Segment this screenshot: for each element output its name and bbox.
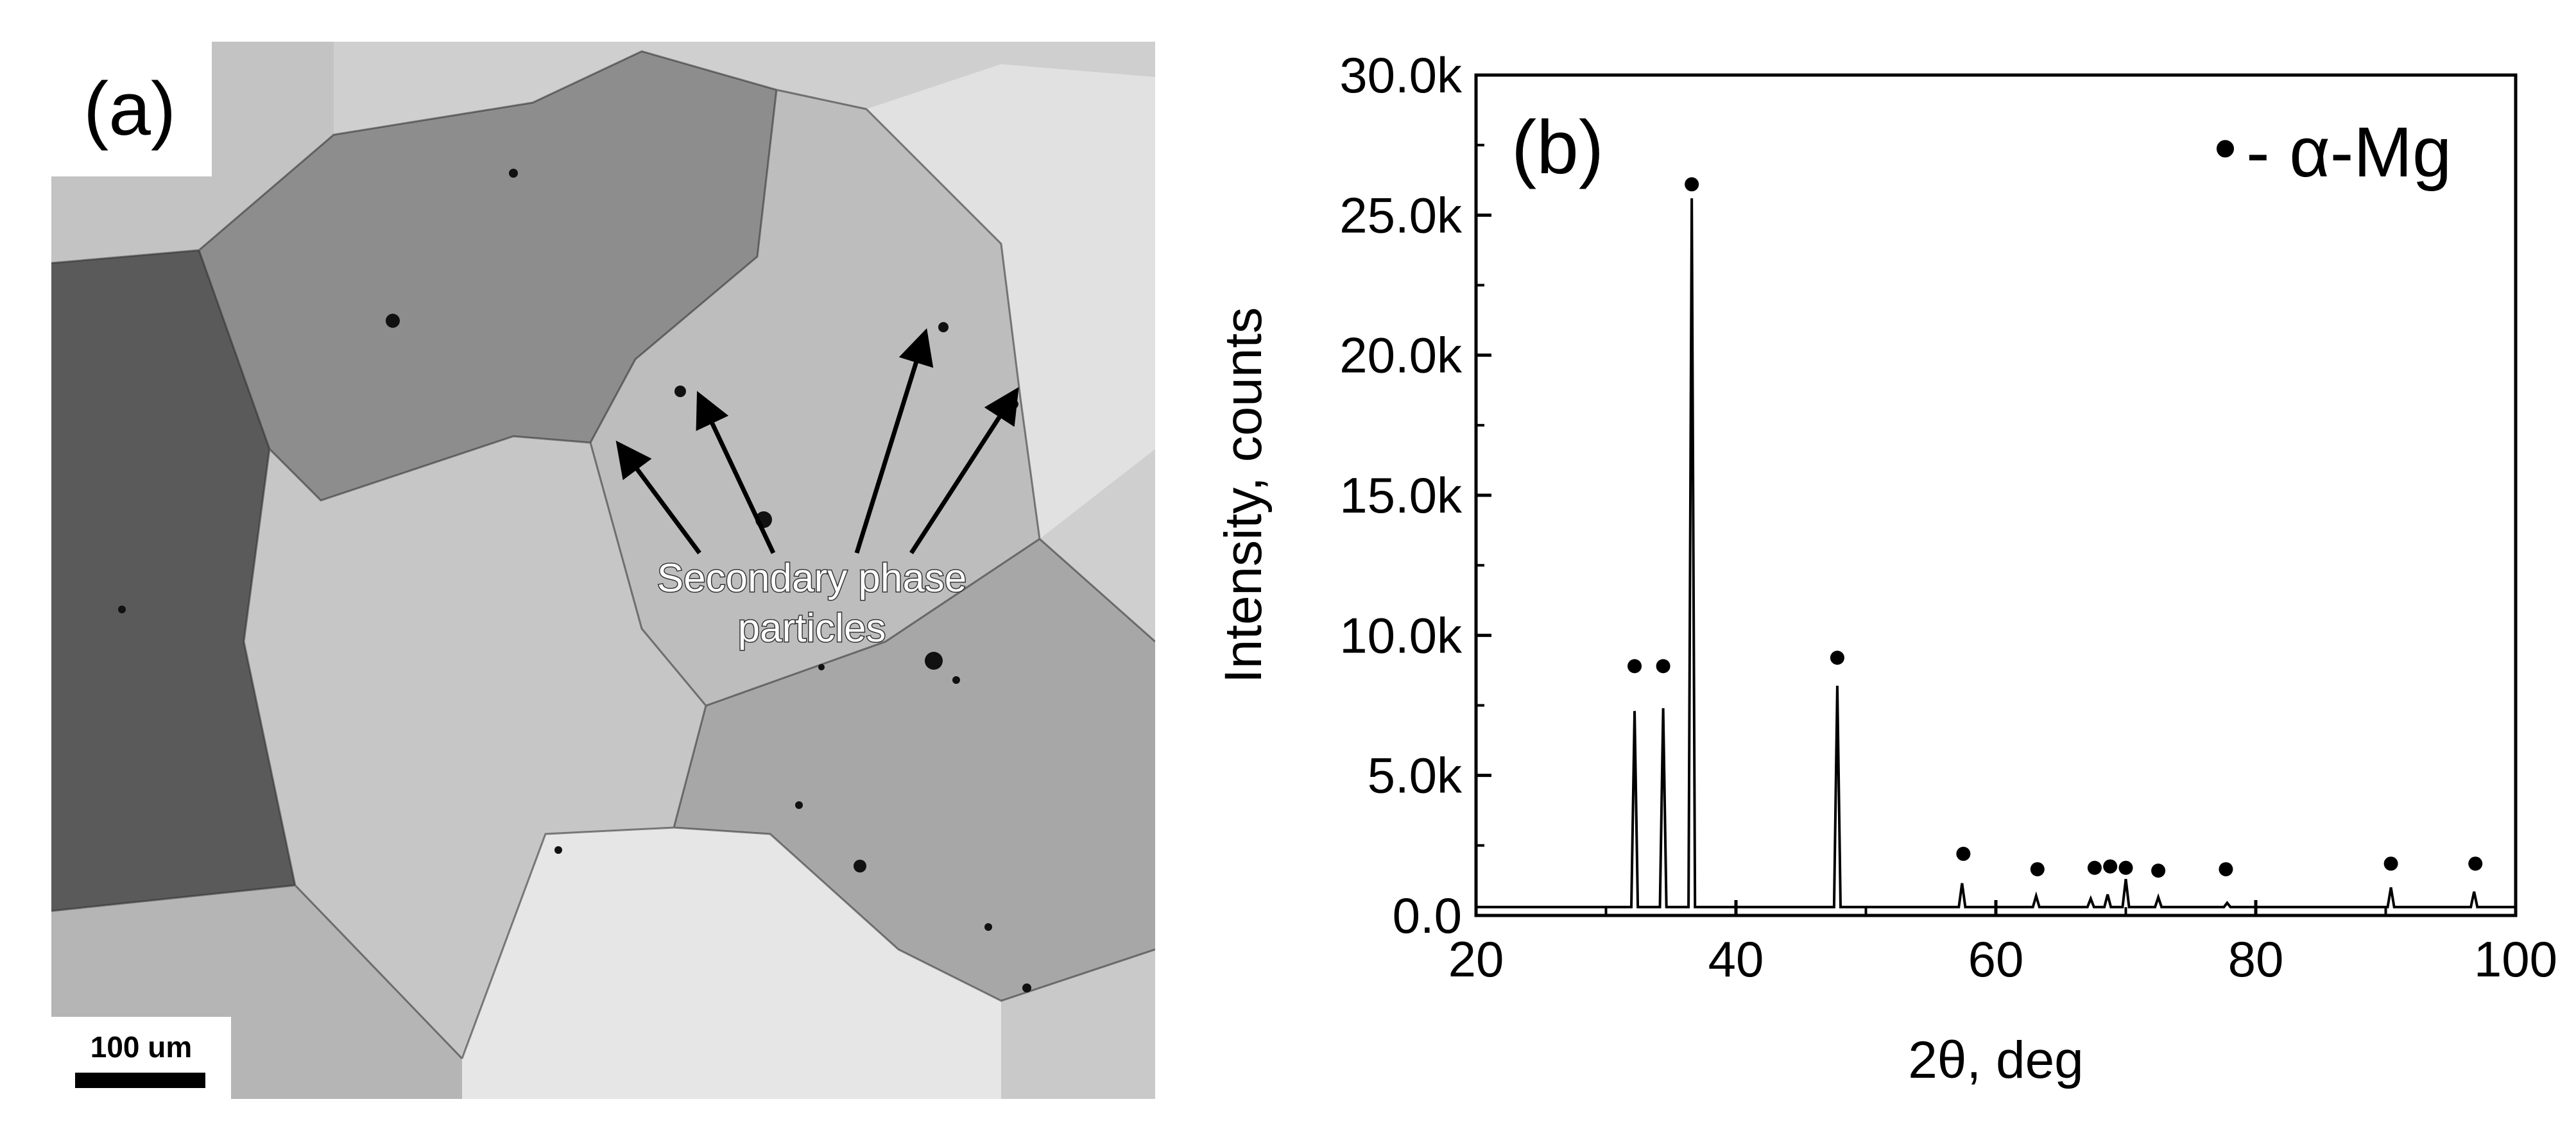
grain (244, 436, 706, 1059)
peak-marker (2030, 862, 2045, 876)
annotation-line-2: particles (738, 606, 886, 651)
arrow (696, 391, 776, 554)
grain (590, 90, 1040, 706)
micrograph-image (51, 42, 1155, 1099)
grain (866, 64, 1155, 539)
series-line (1476, 198, 2516, 908)
x-tick-label: 80 (2228, 931, 2284, 987)
legend: • - α-Mg (2214, 112, 2451, 192)
y-tick-label: 20.0k (1339, 327, 1463, 384)
annotation-label: Secondary phase particles (656, 556, 968, 652)
grain (674, 539, 1155, 1001)
y-axis-label: Intensity, counts (1214, 307, 1273, 683)
peak-marker (2118, 860, 2133, 875)
arrow (854, 328, 934, 554)
annotation-line-1: Secondary phase (657, 556, 967, 600)
x-tick-label: 100 (2474, 931, 2557, 987)
x-axis-label: 2θ, deg (1908, 1031, 2084, 1089)
peak-marker (2468, 856, 2483, 871)
x-axis: 20 40 60 80 100 (1448, 900, 2557, 987)
scale-bar-label: 100 um (90, 1030, 193, 1064)
legend-symbol: • (2214, 112, 2237, 184)
y-tick-label: 5.0k (1368, 747, 1463, 804)
y-tick-label: 10.0k (1339, 607, 1463, 663)
x-tick-label: 20 (1448, 931, 1504, 987)
peak-marker (1656, 659, 1670, 674)
y-tick-label: 30.0k (1339, 47, 1463, 103)
grain (199, 51, 777, 500)
micrograph-panel: (a) Secondary phase particles 100 um (51, 42, 1155, 1099)
peak-marker (2383, 856, 2398, 871)
peak-marker (1956, 846, 1971, 861)
grain (462, 828, 1001, 1099)
x-tick-label: 40 (1708, 931, 1764, 987)
xrd-chart: 20 40 60 80 100 0.0 5.0k 10.0k 15.0k 20.0k 25.0k 3… (1214, 47, 2557, 1089)
arrow (615, 440, 701, 555)
panel-b-label: (b) (1511, 105, 1604, 190)
grain (51, 250, 295, 911)
peak-markers (1627, 177, 2483, 878)
y-tick-label: 0.0 (1393, 887, 1462, 944)
panel-a-label-box (51, 42, 212, 176)
peak-marker (2087, 860, 2102, 875)
annotation-arrows (615, 328, 1019, 555)
x-tick-label: 60 (1968, 931, 2024, 987)
y-tick-label: 25.0k (1339, 187, 1463, 243)
y-axis: 0.0 5.0k 10.0k 15.0k 20.0k 25.0k 30.0k (1339, 47, 1491, 944)
peak-marker (2103, 859, 2118, 874)
peak-marker (1627, 659, 1642, 674)
arrow (909, 387, 1019, 554)
grain-boundaries (51, 50, 1155, 1060)
grain (1001, 949, 1155, 1099)
scale-bar (75, 1073, 205, 1088)
plot-frame (1474, 73, 2518, 917)
y-tick-label: 15.0k (1339, 467, 1463, 523)
peak-marker (1685, 177, 1699, 192)
peak-marker (2151, 864, 2166, 878)
panel-a-label: (a) (83, 67, 176, 151)
peak-marker (2219, 862, 2233, 876)
peak-marker (1830, 651, 1844, 665)
legend-label: - α-Mg (2246, 113, 2451, 192)
